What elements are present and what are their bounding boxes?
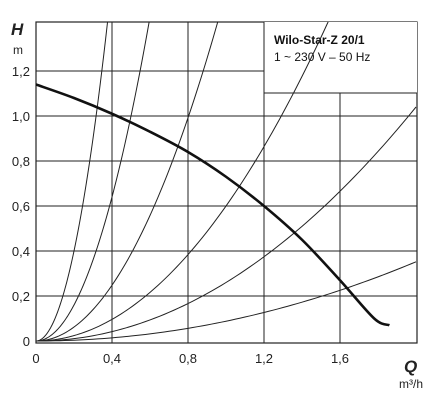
y-axis-symbol: H (11, 20, 24, 39)
system-curve-line (36, 22, 329, 342)
pump-curve-line (36, 83, 390, 327)
x-tick-label: 1,6 (331, 351, 349, 366)
system-curve-line (36, 22, 219, 342)
y-tick-label: 0,2 (12, 289, 30, 304)
y-tick-label: 0,6 (12, 199, 30, 214)
y-tick-label: 0 (23, 334, 30, 349)
y-axis-unit: m (13, 43, 23, 57)
y-tick-label: 1,0 (12, 109, 30, 124)
system-curve-line (36, 22, 150, 342)
x-tick-label: 0,4 (103, 351, 121, 366)
system-curve-line (36, 22, 109, 342)
chart-subtitle: 1 ~ 230 V – 50 Hz (274, 50, 370, 64)
system-curve-line (36, 106, 417, 342)
system-curve-line (36, 261, 417, 342)
y-tick-label: 0,4 (12, 244, 30, 259)
y-tick-label: 0,8 (12, 154, 30, 169)
pump-curve-group (36, 83, 390, 327)
x-tick-label: 1,2 (255, 351, 273, 366)
system-curves (36, 22, 417, 342)
title-box: Wilo-Star-Z 20/1 1 ~ 230 V – 50 Hz (263, 22, 417, 94)
x-tick-label: 0 (32, 351, 39, 366)
x-axis-symbol: Q (404, 357, 417, 376)
plot-frame (35, 21, 418, 344)
y-tick-label: 1,2 (12, 64, 30, 79)
tick-labels: 0 0,4 0,8 1,2 1,6 0 0,2 0,4 0,6 0,8 1,0 1,2 (12, 64, 349, 366)
x-axis-unit: m³/h (399, 377, 423, 391)
x-tick-label: 0,8 (179, 351, 197, 366)
